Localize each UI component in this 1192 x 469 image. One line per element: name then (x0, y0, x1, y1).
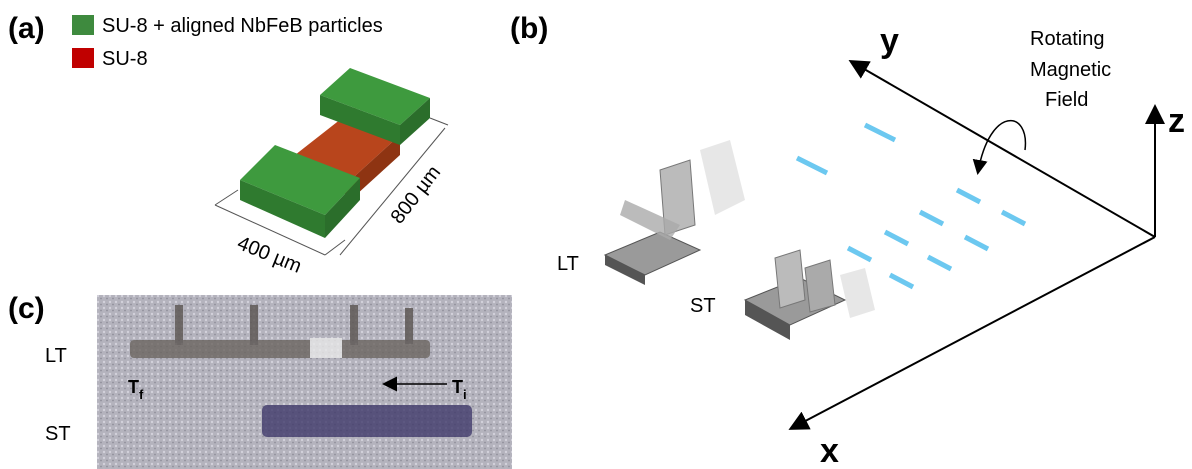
rotation-arrow (978, 121, 1025, 172)
photo (97, 295, 512, 469)
panel-label: (c) (8, 292, 45, 325)
time-main: T (128, 377, 139, 397)
axis-label: x (820, 432, 839, 469)
legend-text: SU-8 (102, 48, 148, 70)
time-sub: f (139, 387, 144, 402)
robot-lt (605, 140, 745, 285)
axes (792, 62, 1155, 428)
legend-swatch (72, 48, 94, 68)
field-text: Magnetic (1030, 59, 1111, 81)
time-sub: i (463, 387, 467, 402)
field-text: Rotating (1030, 28, 1105, 50)
axis-label: z (1168, 102, 1185, 140)
legend-swatch (72, 15, 94, 35)
field-text: Field (1045, 89, 1088, 111)
row-label: LT (45, 345, 67, 367)
panel-label: (a) (8, 12, 45, 45)
figure: (a) SU-8 + aligned NbFeB particles SU-8 … (0, 0, 1192, 469)
panel-label: (b) (510, 12, 548, 45)
robot-label: LT (557, 253, 579, 275)
robot-label: ST (690, 295, 716, 317)
time-main: T (452, 377, 463, 397)
axis-label: y (880, 22, 899, 60)
dimension-text: 800 µm (387, 162, 446, 228)
row-label: ST (45, 423, 71, 445)
field-dashes (797, 125, 1025, 287)
legend-text: SU-8 + aligned NbFeB particles (102, 15, 383, 37)
dimension-text: 400 µm (234, 232, 304, 278)
robot-st (745, 250, 875, 340)
